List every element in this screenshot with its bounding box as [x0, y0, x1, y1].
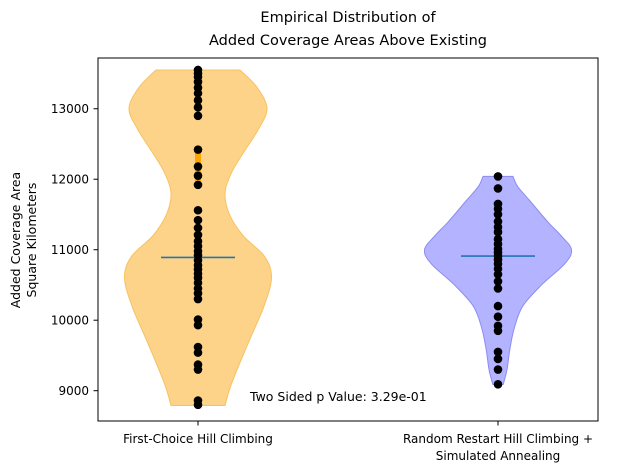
- data-point-1-28: [193, 162, 203, 171]
- data-point-1-24: [193, 215, 203, 225]
- data-point-2-6: [493, 321, 503, 331]
- data-point-2-3: [493, 354, 503, 364]
- y-tick-label-10000: 10000: [51, 314, 89, 328]
- y-tick-label-11000: 11000: [51, 243, 89, 257]
- data-point-1-31: [193, 103, 203, 112]
- data-point-2-1: [493, 380, 503, 389]
- data-point-1-38: [193, 65, 203, 75]
- data-point-2-10: [493, 277, 503, 286]
- data-point-1-25: [193, 205, 203, 215]
- data-point-1-23: [193, 223, 203, 233]
- data-point-2-19: [493, 234, 503, 244]
- data-point-1-6: [193, 342, 203, 352]
- x-tick-label-first-choice: First-Choice Hill Climbing: [123, 432, 273, 446]
- data-point-1-4: [193, 360, 203, 369]
- data-point-2-26: [493, 184, 503, 193]
- data-point-1-27: [193, 171, 203, 181]
- chart-title-line-1: Empirical Distribution of: [260, 10, 436, 26]
- data-point-2-9: [493, 284, 503, 293]
- y-axis-label-line-2: Square Kilometers: [24, 183, 39, 298]
- x-tick-label-random-restart-line-1: Random Restart Hill Climbing +: [403, 432, 593, 446]
- data-point-2-4: [493, 347, 503, 357]
- p-value-annotation: Two Sided p Value: 3.29e-01: [249, 389, 427, 404]
- chart-title-line-2: Added Coverage Areas Above Existing: [209, 33, 487, 49]
- data-point-2-27: [493, 172, 503, 181]
- data-point-2-7: [493, 312, 503, 321]
- data-point-2-8: [493, 301, 503, 311]
- data-point-2-25: [493, 199, 503, 209]
- y-tick-label-12000: 12000: [51, 173, 89, 187]
- data-point-1-26: [193, 180, 203, 190]
- data-point-1-30: [193, 111, 203, 121]
- data-point-2-22: [493, 217, 503, 226]
- data-point-1-29: [193, 145, 203, 154]
- data-point-1-8: [193, 315, 203, 324]
- data-point-1-32: [193, 95, 203, 105]
- y-axis-label-line-1: Added Coverage Area: [8, 172, 23, 308]
- data-point-1-22: [193, 230, 203, 240]
- plot-frame: [97, 57, 599, 422]
- x-tick-label-random-restart-line-2: Simulated Annealing: [436, 449, 561, 463]
- y-tick-label-13000: 13000: [51, 102, 89, 116]
- data-point-1-2: [193, 396, 203, 405]
- data-point-1-21: [193, 236, 203, 246]
- data-point-2-2: [493, 365, 503, 374]
- y-tick-label-9000: 9000: [58, 384, 89, 398]
